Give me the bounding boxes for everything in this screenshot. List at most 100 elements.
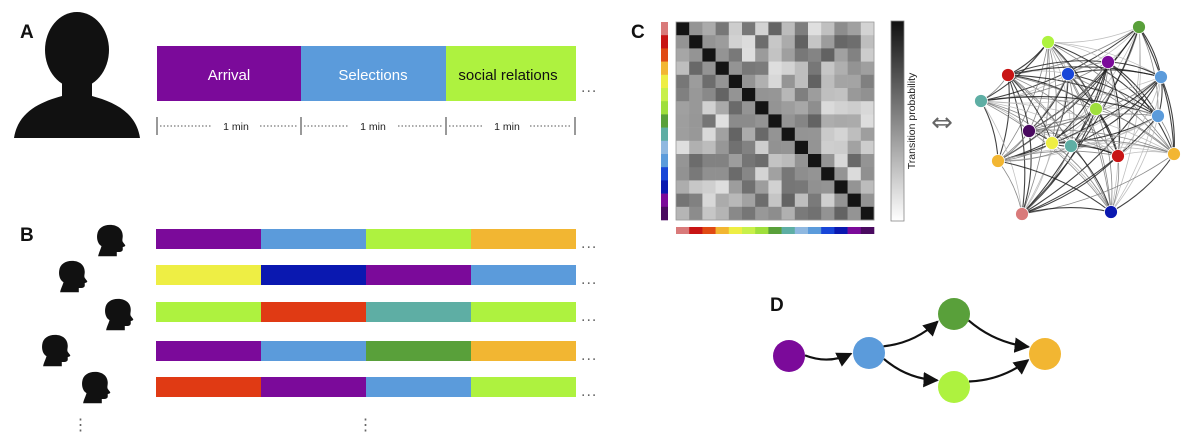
network-edge: [1160, 76, 1178, 155]
multi-user-sequences: ...............: [156, 229, 596, 400]
heatmap-cell: [676, 61, 690, 76]
heatmap-cell: [715, 88, 730, 102]
segment-label-arrival: Arrival: [208, 67, 251, 84]
heatmap-cell: [689, 22, 703, 36]
flow-edge-n3-n5: [967, 319, 1031, 353]
network-edge: [1021, 115, 1159, 215]
state-swatch-column: [768, 227, 782, 234]
row-5-segment-3: [366, 377, 471, 397]
heatmap-cell: [860, 127, 875, 142]
network-edge: [1028, 130, 1112, 213]
heatmap-cell: [821, 154, 835, 168]
heatmap-cell: [768, 101, 782, 115]
state-swatch-row: [661, 22, 668, 36]
heatmap-cell: [715, 74, 730, 89]
heatmap-cell: [755, 74, 769, 89]
network-edge: [1110, 76, 1162, 213]
heatmap-cell: [860, 61, 875, 76]
panel-label-c: C: [631, 22, 645, 43]
heatmap-cell: [676, 180, 690, 194]
heatmap-cell: [728, 48, 743, 62]
heatmap-cell: [768, 35, 782, 49]
heatmap-cell: [768, 127, 782, 142]
flow-node-n5: [1029, 338, 1061, 370]
network-edge: [997, 74, 1010, 162]
network-edge: [1021, 76, 1162, 215]
heatmap-cell: [821, 101, 835, 115]
network-edge: [1007, 58, 1109, 76]
heatmap-cell: [834, 127, 848, 142]
heatmap-cell: [860, 154, 875, 168]
heatmap-cell: [821, 167, 835, 181]
row-3-segment-1: [156, 302, 261, 322]
panel-label-b: B: [20, 225, 34, 246]
network-edge: [1051, 26, 1140, 144]
network-node: [1064, 139, 1078, 153]
network-edge: [1021, 155, 1119, 216]
heatmap-cell: [834, 61, 848, 76]
network-node: [1022, 124, 1036, 138]
heatmap-cell: [715, 127, 730, 142]
heatmap-cell: [689, 167, 703, 181]
network-edge: [997, 115, 1159, 163]
heatmap-cell: [768, 48, 782, 62]
heatmap-cell: [715, 193, 730, 208]
heatmap-cell: [808, 48, 822, 62]
heatmap-cell: [794, 88, 809, 102]
state-swatch-column: [742, 227, 756, 234]
heatmap-cell: [689, 180, 703, 194]
network-edge: [980, 100, 1072, 147]
flow-node-n2: [853, 337, 885, 369]
heatmap-cell: [781, 74, 796, 89]
heatmap-cell: [821, 206, 835, 221]
network-edge: [1007, 74, 1026, 215]
network-edge: [1047, 41, 1057, 144]
row-4-segment-3: [366, 341, 471, 361]
network-node: [1132, 20, 1146, 34]
heatmap-cell: [702, 127, 716, 142]
heatmap-cell: [860, 206, 875, 221]
heatmap-cell: [755, 140, 769, 155]
state-swatch-row: [661, 127, 668, 142]
heatmap-cell: [781, 48, 796, 62]
heatmap-cell: [834, 114, 848, 128]
heatmap-cell: [702, 140, 716, 155]
state-swatch-row: [661, 180, 668, 194]
heatmap-cell: [742, 114, 756, 128]
network-node: [991, 154, 1005, 168]
heatmap-cell: [755, 127, 769, 142]
row-5-segment-1: [156, 377, 261, 397]
network-node: [1154, 70, 1168, 84]
network-node: [1045, 136, 1059, 150]
activity-sequence-bar: Arrival Selections social relations: [157, 46, 576, 101]
network-edge: [980, 100, 1053, 144]
heatmap-cell: [715, 206, 730, 221]
heatmap-cell: [689, 61, 703, 76]
heatmap-cell: [755, 88, 769, 102]
network-node: [1151, 109, 1165, 123]
heatmap-cell: [834, 140, 848, 155]
state-swatch-column: [676, 227, 690, 234]
network-edge: [997, 146, 1175, 162]
heatmap-cell: [715, 61, 730, 76]
heatmap-cell: [794, 206, 809, 221]
network-edge: [1028, 129, 1175, 155]
heatmap-cell: [781, 167, 796, 181]
heatmap-cell: [702, 74, 716, 89]
heatmap-cell: [702, 154, 716, 168]
state-swatch-row: [661, 114, 668, 128]
heatmap-cell: [768, 206, 782, 221]
heatmap-cell: [781, 88, 796, 102]
network-edge: [1138, 26, 1177, 155]
network-edge: [997, 160, 1112, 213]
state-color-strip-horizontal: [676, 227, 875, 234]
heatmap-cell: [781, 140, 796, 155]
heatmap-cell: [728, 154, 743, 168]
network-node: [1015, 207, 1029, 221]
heatmap-cell: [728, 101, 743, 115]
state-swatch-column: [755, 227, 769, 234]
row-1-segment-3: [366, 229, 471, 249]
heatmap-cell: [768, 74, 782, 89]
heatmap-cell: [847, 61, 862, 76]
heatmap-cell: [808, 61, 822, 76]
